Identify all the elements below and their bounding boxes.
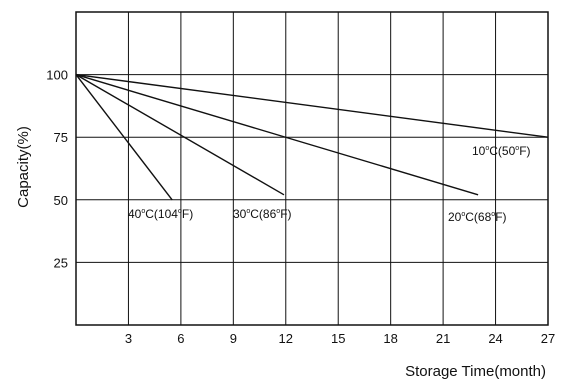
x-tick-6: 6 [177, 331, 184, 346]
x-tick-3: 3 [125, 331, 132, 346]
y-tick-100: 100 [46, 68, 68, 83]
series-labels: 10oC(50oF) 20oC(68oF) 30oC(86oF) 40oC(10… [128, 144, 531, 224]
x-tick-12: 12 [279, 331, 293, 346]
series-label-30c: 30oC(86oF) [233, 207, 292, 221]
series-label-20c: 20oC(68oF) [448, 210, 507, 224]
x-axis-label: Storage Time(month) [405, 363, 546, 380]
x-tick-27: 27 [541, 331, 555, 346]
x-tick-24: 24 [488, 331, 502, 346]
x-tick-15: 15 [331, 331, 345, 346]
x-tick-labels: 3 6 9 12 15 18 21 24 27 [125, 331, 555, 346]
grid [76, 12, 549, 325]
series-line-2 [75, 73, 285, 196]
y-tick-50: 50 [54, 193, 68, 208]
series-lines [75, 73, 549, 201]
series-label-10c: 10oC(50oF) [472, 144, 531, 158]
x-tick-9: 9 [230, 331, 237, 346]
plot-frame [75, 11, 549, 326]
y-tick-25: 25 [54, 255, 68, 270]
y-tick-75: 75 [54, 130, 68, 145]
series-line-1 [75, 73, 479, 196]
series-label-40c: 40oC(104oF) [128, 207, 193, 221]
x-tick-18: 18 [383, 331, 397, 346]
x-tick-21: 21 [436, 331, 450, 346]
y-axis-label: Capacity(%) [15, 126, 32, 208]
series-line-3 [75, 74, 173, 201]
y-tick-labels: 25 50 75 100 [46, 68, 68, 271]
series-line-0 [75, 73, 549, 138]
